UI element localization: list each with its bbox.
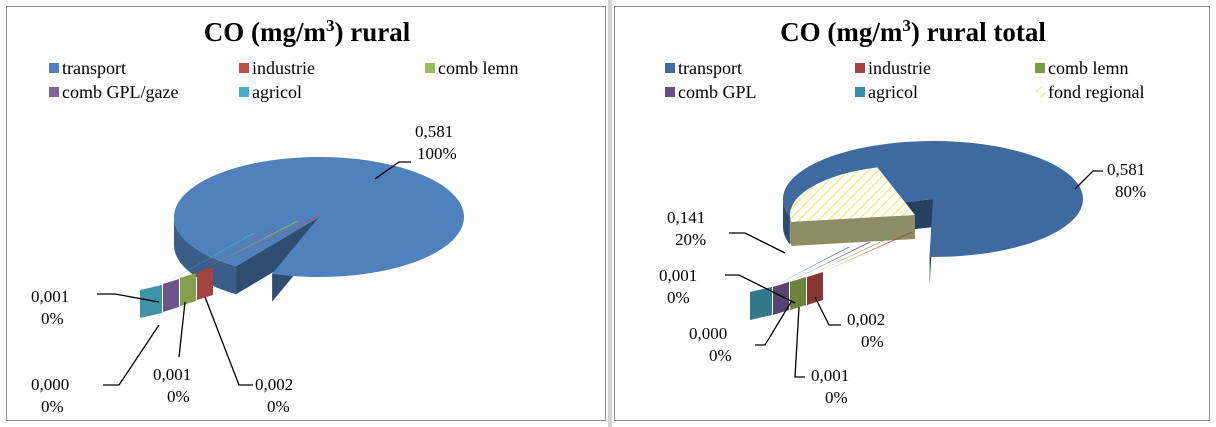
svg-text:0,002: 0,002 bbox=[255, 375, 293, 394]
chart-rural: CO (mg/m3) rural transport industrie comb … bbox=[31, 16, 518, 416]
svg-text:100%: 100% bbox=[417, 144, 457, 163]
legend-swatch-transport bbox=[49, 63, 59, 73]
pie-slice-comb-lemn bbox=[180, 221, 299, 306]
pie-slice-agricol bbox=[140, 233, 255, 318]
pie bbox=[750, 141, 1083, 320]
pie-slice-agricol bbox=[750, 247, 850, 320]
svg-text:0%: 0% bbox=[267, 397, 290, 416]
svg-text:0,000: 0,000 bbox=[689, 324, 727, 343]
legend-swatch-agricol bbox=[855, 87, 865, 97]
svg-text:0,141: 0,141 bbox=[667, 208, 705, 227]
svg-text:80%: 80% bbox=[1115, 182, 1146, 201]
data-label-comb-gpl-gaze: 0,001 0% bbox=[31, 287, 160, 328]
svg-text:0,581: 0,581 bbox=[415, 122, 453, 141]
data-label-agricol: 0,000 0% bbox=[689, 301, 792, 365]
legend-swatch-comb-gpl bbox=[665, 87, 675, 97]
svg-text:0,001: 0,001 bbox=[811, 366, 849, 385]
data-label-transport: 0,581 100% bbox=[374, 122, 457, 180]
pie-slice-industrie bbox=[197, 215, 321, 300]
data-label-industrie: 0,002 0% bbox=[814, 296, 885, 351]
svg-text:0%: 0% bbox=[41, 397, 64, 416]
data-labels: 0,581 100% 0,002 0% 0,001 0% 0,001 0% 0,000 0% bbox=[31, 122, 457, 416]
chart-panel-rural: CO (mg/m3) rural transport industrie comb … bbox=[6, 6, 606, 421]
svg-text:0,001: 0,001 bbox=[659, 266, 697, 285]
svg-text:0%: 0% bbox=[825, 388, 848, 407]
data-label-agricol: 0,000 0% bbox=[31, 324, 160, 416]
legend-swatch-industrie bbox=[239, 63, 249, 73]
pie-slice-industrie bbox=[807, 232, 913, 305]
pie bbox=[140, 157, 465, 318]
chart-panel-rural-total: CO (mg/m3) rural total transport industri… bbox=[614, 6, 1210, 421]
svg-text:0,001: 0,001 bbox=[31, 287, 69, 306]
pie-slice-comb-gpl-gaze bbox=[163, 227, 277, 312]
pie-slice-comb-lemn bbox=[790, 237, 892, 310]
svg-text:20%: 20% bbox=[675, 230, 706, 249]
legend-swatch-comb-lemn bbox=[1035, 63, 1045, 73]
data-label-comb-lemn: 0,001 0% bbox=[153, 301, 191, 406]
pie-slice-fond-regional bbox=[790, 167, 915, 247]
data-labels: 0,58180%0,14120%0,0010%0,0000%0,0020%0,0… bbox=[659, 160, 1146, 407]
legend-swatch-agricol bbox=[239, 87, 249, 97]
legend-swatch-comb-lemn bbox=[425, 63, 435, 73]
legend-swatch-comb-gpl-gaze bbox=[49, 87, 59, 97]
legend-label-comb-lemn: comb lemn bbox=[1048, 58, 1128, 78]
legend-label-transport: transport bbox=[62, 58, 126, 78]
chart-title: CO (mg/m3) rural total bbox=[780, 16, 1046, 47]
data-label-industrie: 0,002 0% bbox=[204, 296, 293, 416]
data-label-transport: 0,581 80% bbox=[1074, 160, 1146, 201]
chart-rural-total: CO (mg/m3) rural total transport industri… bbox=[659, 16, 1146, 407]
legend: transport industrie comb lemn comb GPL agric… bbox=[665, 58, 1144, 102]
data-label-comb-gpl: 0,001 0% bbox=[659, 266, 796, 307]
data-label-comb-lemn: 0,001 0% bbox=[794, 306, 849, 407]
legend: transport industrie comb lemn comb GPL/gaze… bbox=[49, 58, 518, 102]
panel-divider bbox=[608, 0, 612, 427]
legend-label-agricol: agricol bbox=[868, 82, 918, 102]
svg-text:0,002: 0,002 bbox=[847, 310, 885, 329]
legend-label-comb-gpl: comb GPL bbox=[678, 82, 757, 102]
legend-label-fond-regional: fond regional bbox=[1048, 82, 1144, 102]
svg-text:0%: 0% bbox=[667, 288, 690, 307]
legend-label-agricol: agricol bbox=[252, 82, 302, 102]
legend-label-comb-lemn: comb lemn bbox=[438, 58, 518, 78]
data-label-fond-regional: 0,141 20% bbox=[667, 208, 786, 254]
legend-swatch-transport bbox=[665, 63, 675, 73]
svg-text:0,581: 0,581 bbox=[1107, 160, 1145, 179]
svg-text:0%: 0% bbox=[709, 346, 732, 365]
svg-text:0%: 0% bbox=[41, 309, 64, 328]
svg-text:0%: 0% bbox=[167, 387, 190, 406]
chart-title: CO (mg/m3) rural bbox=[204, 16, 411, 47]
svg-text:0,000: 0,000 bbox=[31, 375, 69, 394]
legend-label-industrie: industrie bbox=[252, 58, 315, 78]
legend-label-comb-gpl-gaze: comb GPL/gaze bbox=[62, 82, 178, 102]
svg-text:0%: 0% bbox=[861, 332, 884, 351]
legend-label-industrie: industrie bbox=[868, 58, 931, 78]
svg-text:0,001: 0,001 bbox=[153, 365, 191, 384]
legend-swatch-industrie bbox=[855, 63, 865, 73]
pie-slice-comb-gpl bbox=[773, 242, 871, 315]
legend-label-transport: transport bbox=[678, 58, 742, 78]
pie-slice-transport bbox=[174, 157, 465, 302]
legend-swatch-fond-regional bbox=[1035, 87, 1045, 97]
